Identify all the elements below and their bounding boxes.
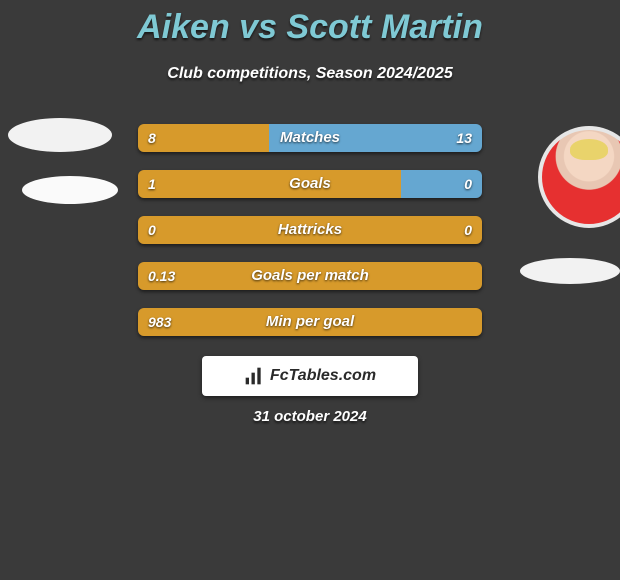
stat-label: Hattricks [138, 216, 482, 244]
player-right-nameplate [520, 258, 620, 284]
stat-label: Goals [138, 170, 482, 198]
logo-card[interactable]: FcTables.com [202, 356, 418, 396]
stat-row: 10Goals [138, 170, 482, 198]
stat-label: Goals per match [138, 262, 482, 290]
stat-label: Min per goal [138, 308, 482, 336]
stat-label: Matches [138, 124, 482, 152]
subtitle: Club competitions, Season 2024/2025 [0, 65, 620, 83]
player-left-avatar-1 [8, 118, 112, 152]
stat-row: 0.13Goals per match [138, 262, 482, 290]
page-title: Aiken vs Scott Martin [0, 0, 620, 47]
logo-text: FcTables.com [270, 367, 376, 385]
player-left-avatar-2 [22, 176, 118, 204]
comparison-card: Aiken vs Scott Martin Club competitions,… [0, 0, 620, 580]
stats-bars: 813Matches 10Goals 00Hattricks 0.13Goals pe… [138, 124, 482, 354]
stat-row: 00Hattricks [138, 216, 482, 244]
stat-row: 983Min per goal [138, 308, 482, 336]
stat-row: 813Matches [138, 124, 482, 152]
bars-icon [244, 366, 264, 386]
player-right-avatar [538, 126, 620, 228]
date-text: 31 october 2024 [0, 408, 620, 425]
